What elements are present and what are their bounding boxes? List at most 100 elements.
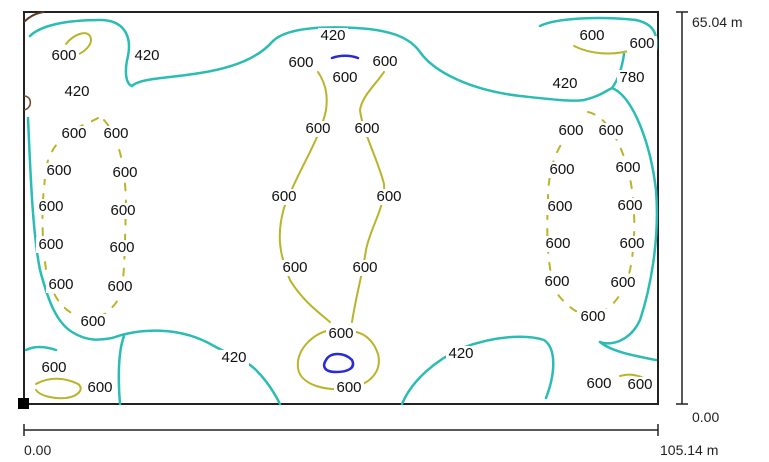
contour-label-halo: [578, 309, 608, 325]
contour-label-halo: [543, 236, 573, 252]
contour-label-halo: [334, 380, 364, 396]
contour-label-halo: [280, 260, 310, 276]
contour-label-mid: 600: [558, 122, 583, 139]
contour-label-mid: 600: [354, 120, 379, 137]
contour-label-halo: [613, 160, 643, 176]
low-contour-left-edge: [26, 116, 114, 341]
contour-label-halo: [584, 376, 614, 392]
contour-label-low: 420: [320, 27, 345, 44]
contour-label-halo: [36, 237, 66, 253]
contour-label-halo: [617, 236, 647, 252]
contour-label-halo: [59, 126, 89, 142]
door-arc-left: [23, 95, 32, 111]
contour-label-mid: 600: [617, 197, 642, 214]
contour-label-mid: 600: [579, 27, 604, 44]
contour-label-mid: 600: [332, 69, 357, 86]
contour-label-mid: 600: [586, 375, 611, 392]
low-contour-bottom-left: [110, 329, 282, 406]
low-contour-top-left-hook: [28, 18, 134, 88]
contour-label-mid: 600: [328, 325, 353, 342]
contour-label-halo: [78, 314, 108, 330]
contour-label-low: 420: [221, 349, 246, 366]
contour-labels: 600 420 420 600 600 600 600 600 600 600 600 600 600 6…: [36, 27, 657, 396]
contour-label-low: 420: [64, 83, 89, 100]
contour-label-halo: [85, 380, 115, 396]
contour-label-mid: 600: [103, 125, 128, 142]
contour-label-halo: [44, 163, 74, 179]
contour-label-mid: 600: [46, 162, 71, 179]
contour-label-halo: [627, 36, 657, 52]
contour-label-halo: [326, 326, 356, 342]
height-dimension: [676, 11, 688, 405]
contour-label-mid: 600: [549, 161, 574, 178]
width-dimension: [23, 424, 659, 436]
contour-label-halo: [110, 165, 140, 181]
contour-label-halo: [49, 48, 79, 64]
contour-label-mid: 600: [545, 235, 570, 252]
contour-label-halo: [330, 70, 360, 86]
contour-label-mid: 600: [629, 35, 654, 52]
contour-label-halo: [62, 84, 92, 100]
contour-label-mid: 600: [112, 164, 137, 181]
contour-label-high: 780: [619, 69, 644, 86]
contour-label-halo: [286, 55, 316, 71]
contour-label-mid: 600: [598, 122, 623, 139]
contour-label-mid: 600: [544, 273, 569, 290]
contour-label-mid: 600: [372, 53, 397, 70]
low-contour-top-band: [130, 26, 614, 102]
contour-label-mid: 600: [48, 276, 73, 293]
mid-contour-right-outer: [587, 111, 636, 317]
contour-label-halo: [446, 346, 476, 362]
contour-label-halo: [36, 199, 66, 215]
contour-label-halo: [617, 70, 647, 86]
contour-label-mid: 600: [51, 47, 76, 64]
contour-label-halo: [545, 199, 575, 215]
height-start-label: 0.00: [692, 409, 719, 425]
contour-label-mid: 600: [41, 359, 66, 376]
contour-label-halo: [46, 277, 76, 293]
contour-label-mid: 600: [610, 274, 635, 291]
high-contour-bottom-center: [322, 352, 355, 374]
contour-label-halo: [596, 123, 626, 139]
contour-label-mid: 600: [271, 188, 296, 205]
contour-label-mid: 600: [376, 188, 401, 205]
contour-label-low: 420: [552, 75, 577, 92]
contour-label-halo: [105, 279, 135, 295]
contour-label-mid: 600: [288, 54, 313, 71]
contour-label-mid: 600: [305, 120, 330, 137]
contour-label-mid: 600: [580, 308, 605, 325]
contour-label-low: 420: [448, 345, 473, 362]
contour-label-mid: 600: [38, 198, 63, 215]
low-contour-right-upper: [598, 52, 659, 345]
contour-label-mid: 600: [336, 379, 361, 396]
contour-label-halo: [352, 121, 382, 137]
width-start-label: 0.00: [24, 442, 51, 458]
contour-label-halo: [542, 274, 572, 290]
contour-label-low: 420: [134, 47, 159, 64]
contour-label-mid: 600: [87, 379, 112, 396]
low-contours: [24, 16, 659, 406]
contour-label-halo: [556, 123, 586, 139]
origin-marker: [18, 398, 29, 409]
low-contour-bottom-left-inner: [117, 334, 126, 406]
contour-label-mid: 600: [107, 278, 132, 295]
contour-label-halo: [108, 203, 138, 219]
contour-label-halo: [132, 48, 162, 64]
low-contour-left-bottom-edge: [24, 345, 58, 352]
mid-contour-center-left: [278, 71, 331, 323]
contour-label-halo: [39, 360, 69, 376]
mid-contour-top-right-loop: [573, 45, 633, 55]
contour-label-halo: [350, 260, 380, 276]
contour-label-mid: 600: [38, 236, 63, 253]
contour-label-halo: [303, 121, 333, 137]
contour-label-mid: 600: [547, 198, 572, 215]
height-end-label: 65.04 m: [692, 14, 743, 30]
contour-label-mid: 600: [619, 235, 644, 252]
contour-label-mid: 600: [615, 159, 640, 176]
contour-label-halo: [374, 189, 404, 205]
low-contour-bottom-right: [400, 335, 555, 406]
contour-label-halo: [318, 28, 348, 44]
contour-label-halo: [615, 198, 645, 214]
high-contours: [322, 54, 360, 374]
